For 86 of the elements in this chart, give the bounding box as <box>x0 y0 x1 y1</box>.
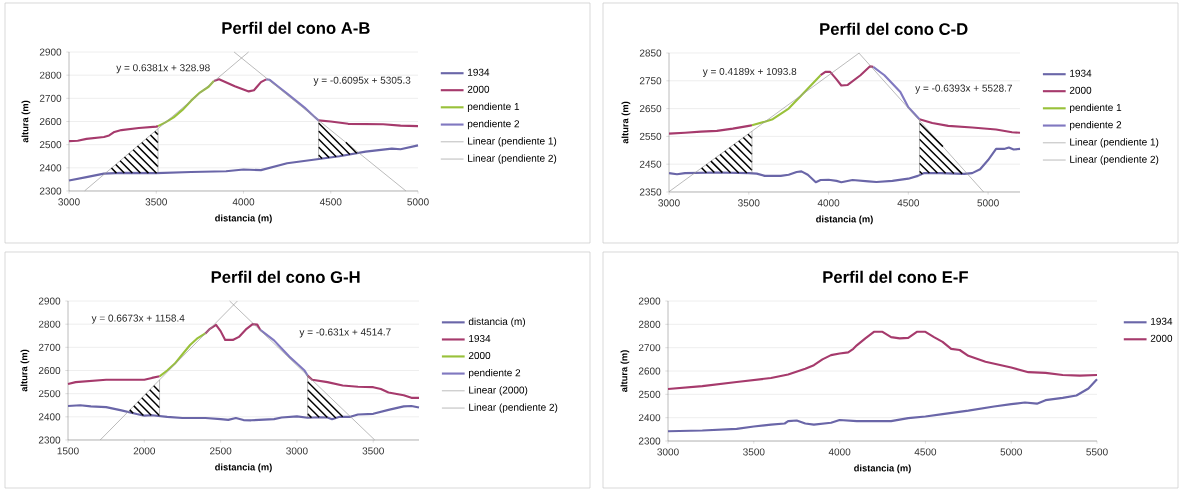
x-axis-title: distancia (m) <box>816 215 873 225</box>
y-tick-label: 2650 <box>639 105 662 113</box>
legend-label: Linear (pendiente 2) <box>468 154 557 164</box>
legend-label: Linear (2000) <box>469 386 528 396</box>
legend-label: 2000 <box>1150 334 1173 342</box>
y-tick-label: 2900 <box>38 297 61 305</box>
x-tick-label: 5000 <box>407 198 429 206</box>
x-tick-label: 3500 <box>145 198 167 206</box>
legend-label: 1934 <box>1151 317 1173 325</box>
y-axis-title: altura (m) <box>621 101 631 144</box>
legend-label: 1934 <box>469 334 491 343</box>
y-axis-title: altura (m) <box>20 349 30 392</box>
legend-label: 1934 <box>468 68 490 76</box>
chart-title: Perfil del cono A-B <box>222 21 370 34</box>
x-tick-label: 3000 <box>58 198 80 206</box>
y-tick-label: 2800 <box>39 71 62 79</box>
x-tick-label: 2000 <box>133 447 156 455</box>
x-tick-label: 5000 <box>977 199 999 207</box>
annotation: y = 0.6673x + 1158.4 <box>91 314 185 324</box>
y-tick-label: 2900 <box>39 48 62 56</box>
legend-label: pendiente 2 <box>469 368 521 379</box>
x-axis-title: distancia (m) <box>215 463 272 473</box>
x-tick-label: 4000 <box>828 448 851 456</box>
y-tick-label: 2300 <box>39 187 62 195</box>
legend-label: 2000 <box>468 351 491 360</box>
y-tick-label: 2500 <box>39 141 62 149</box>
y-tick-label: 2500 <box>638 390 661 398</box>
y-tick-label: 2300 <box>38 436 61 444</box>
y-tick-label: 2600 <box>638 367 661 375</box>
legend-label: pendiente 2 <box>1070 120 1122 131</box>
legend-label: 2000 <box>1069 86 1092 94</box>
y-tick-label: 2700 <box>38 343 61 351</box>
legend-label: Linear (pendiente 2) <box>469 403 558 413</box>
x-tick-label: 4500 <box>319 198 342 206</box>
x-tick-label: 4000 <box>817 199 840 207</box>
chart-title: Perfil del cono E-F <box>823 270 968 283</box>
y-tick-label: 2700 <box>638 344 661 352</box>
legend-label: distancia (m) <box>468 317 525 328</box>
y-axis-title: altura (m) <box>21 100 31 143</box>
x-tick-label: 3000 <box>658 199 680 207</box>
y-tick-label: 2400 <box>638 414 661 422</box>
x-tick-label: 1500 <box>57 447 79 455</box>
chart-title: Perfil del cono G-H <box>211 270 360 283</box>
y-tick-label: 2750 <box>639 77 662 85</box>
x-tick-label: 5500 <box>1086 448 1108 456</box>
legend-label: pendiente 2 <box>467 119 520 130</box>
annotation: y = 0.4189x + 1093.8 <box>702 67 797 77</box>
x-tick-label: 3500 <box>743 448 765 456</box>
y-tick-label: 2400 <box>39 164 62 172</box>
x-tick-label: 4500 <box>914 448 937 456</box>
x-tick-label: 3500 <box>738 199 760 207</box>
y-tick-label: 2400 <box>38 413 61 421</box>
legend-label: pendiente 1 <box>467 102 520 113</box>
y-tick-label: 2600 <box>38 366 61 375</box>
y-tick-label: 2600 <box>39 117 62 126</box>
y-tick-label: 2350 <box>639 188 662 196</box>
annotation: y = -0.6095x + 5305.3 <box>313 76 411 86</box>
x-tick-label: 3000 <box>657 448 679 456</box>
legend-label: 2000 <box>467 85 490 93</box>
x-tick-label: 3500 <box>362 447 384 455</box>
y-tick-label: 2800 <box>38 320 61 328</box>
annotation: y = -0.631x + 4514.7 <box>299 328 391 338</box>
legend-label: Linear (pendiente 2) <box>1070 155 1159 165</box>
y-tick-label: 2450 <box>639 160 662 168</box>
y-tick-label: 2500 <box>38 390 61 398</box>
annotation: y = 0.6381x + 328.98 <box>116 64 210 74</box>
legend-label: 1934 <box>1070 69 1092 77</box>
y-tick-label: 2900 <box>638 297 661 305</box>
x-tick-label: 3000 <box>286 447 308 455</box>
x-axis-title: distancia (m) <box>215 214 272 224</box>
y-tick-label: 2550 <box>639 132 662 140</box>
annotation: y = -0.6393x + 5528.7 <box>915 84 1012 94</box>
y-axis-title: altura (m) <box>620 350 630 392</box>
x-tick-label: 4500 <box>897 199 920 207</box>
x-tick-label: 4000 <box>232 198 255 206</box>
chart-title: Perfil del cono C-D <box>820 22 968 35</box>
y-tick-label: 2700 <box>39 94 62 102</box>
legend-label: pendiente 1 <box>1070 103 1122 113</box>
y-tick-label: 2300 <box>638 437 661 445</box>
y-tick-label: 2800 <box>638 320 661 328</box>
x-tick-label: 2500 <box>209 447 232 455</box>
legend-label: Linear (pendiente 1) <box>468 137 557 147</box>
x-axis-title: distancia (m) <box>854 464 911 474</box>
legend-label: Linear (pendiente 1) <box>1070 138 1159 148</box>
y-tick-label: 2850 <box>639 49 662 57</box>
x-tick-label: 5000 <box>1000 448 1022 456</box>
